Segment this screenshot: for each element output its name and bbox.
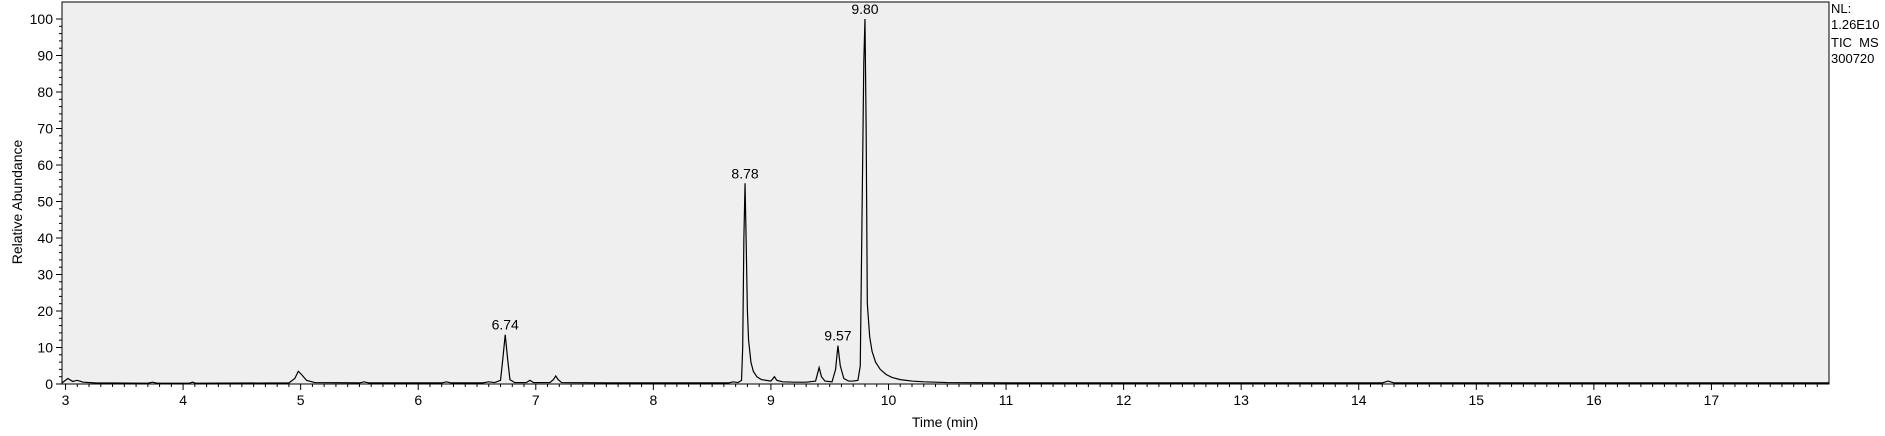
x-tick-label: 16 [1586, 392, 1602, 408]
x-tick-label: 11 [999, 392, 1014, 408]
x-tick-label: 4 [179, 392, 187, 408]
sample-id: 300720 [1831, 51, 1874, 66]
y-tick-label: 50 [37, 194, 53, 210]
y-tick-label: 0 [45, 376, 53, 392]
y-tick-label: 60 [37, 157, 53, 173]
y-axis-title: Relative Abundance [9, 140, 25, 265]
tic-trace-line [61, 18, 1829, 384]
x-tick-label: 14 [1351, 392, 1367, 408]
x-tick-label: 7 [532, 392, 540, 408]
y-tick-label: 90 [37, 48, 53, 64]
y-tick-label: 20 [37, 303, 53, 319]
x-tick-label: 6 [414, 392, 422, 408]
y-tick-label: 100 [30, 11, 54, 27]
x-tick-label: 3 [62, 392, 70, 408]
x-tick-label: 17 [1704, 392, 1720, 408]
y-tick-label: 30 [37, 267, 53, 283]
x-tick-label: 9 [767, 392, 775, 408]
peak-label: 6.74 [492, 317, 519, 333]
x-tick-label: 10 [881, 392, 897, 408]
y-tick-label: 80 [37, 84, 53, 100]
y-tick-label: 70 [37, 121, 53, 137]
x-axis-title: Time (min) [912, 414, 978, 430]
peak-label: 9.57 [824, 328, 851, 344]
peak-label: 8.78 [731, 165, 758, 181]
x-tick-label: 5 [297, 392, 305, 408]
y-tick-label: 10 [37, 340, 53, 356]
x-tick-label: 8 [649, 392, 657, 408]
plot-area [61, 1, 1830, 385]
scan-type: TIC MS [1831, 35, 1879, 50]
peak-labels: 6.74 8.78 9.57 9.80 [492, 1, 879, 344]
info-panel: NL: 1.26E10 TIC MS 300720 [1831, 1, 1879, 66]
y-tick-label: 40 [37, 230, 53, 246]
y-axis: 0 10 20 30 40 50 60 70 80 90 100 [30, 11, 62, 392]
peak-label: 9.80 [851, 1, 878, 17]
x-axis: 3 4 5 6 7 8 9 10 11 12 13 14 15 16 17 [62, 384, 1818, 408]
nl-value: 1.26E10 [1831, 17, 1879, 32]
x-tick-label: 15 [1469, 392, 1485, 408]
x-tick-label: 12 [1116, 392, 1132, 408]
nl-label: NL: [1831, 1, 1851, 16]
x-tick-label: 13 [1233, 392, 1249, 408]
